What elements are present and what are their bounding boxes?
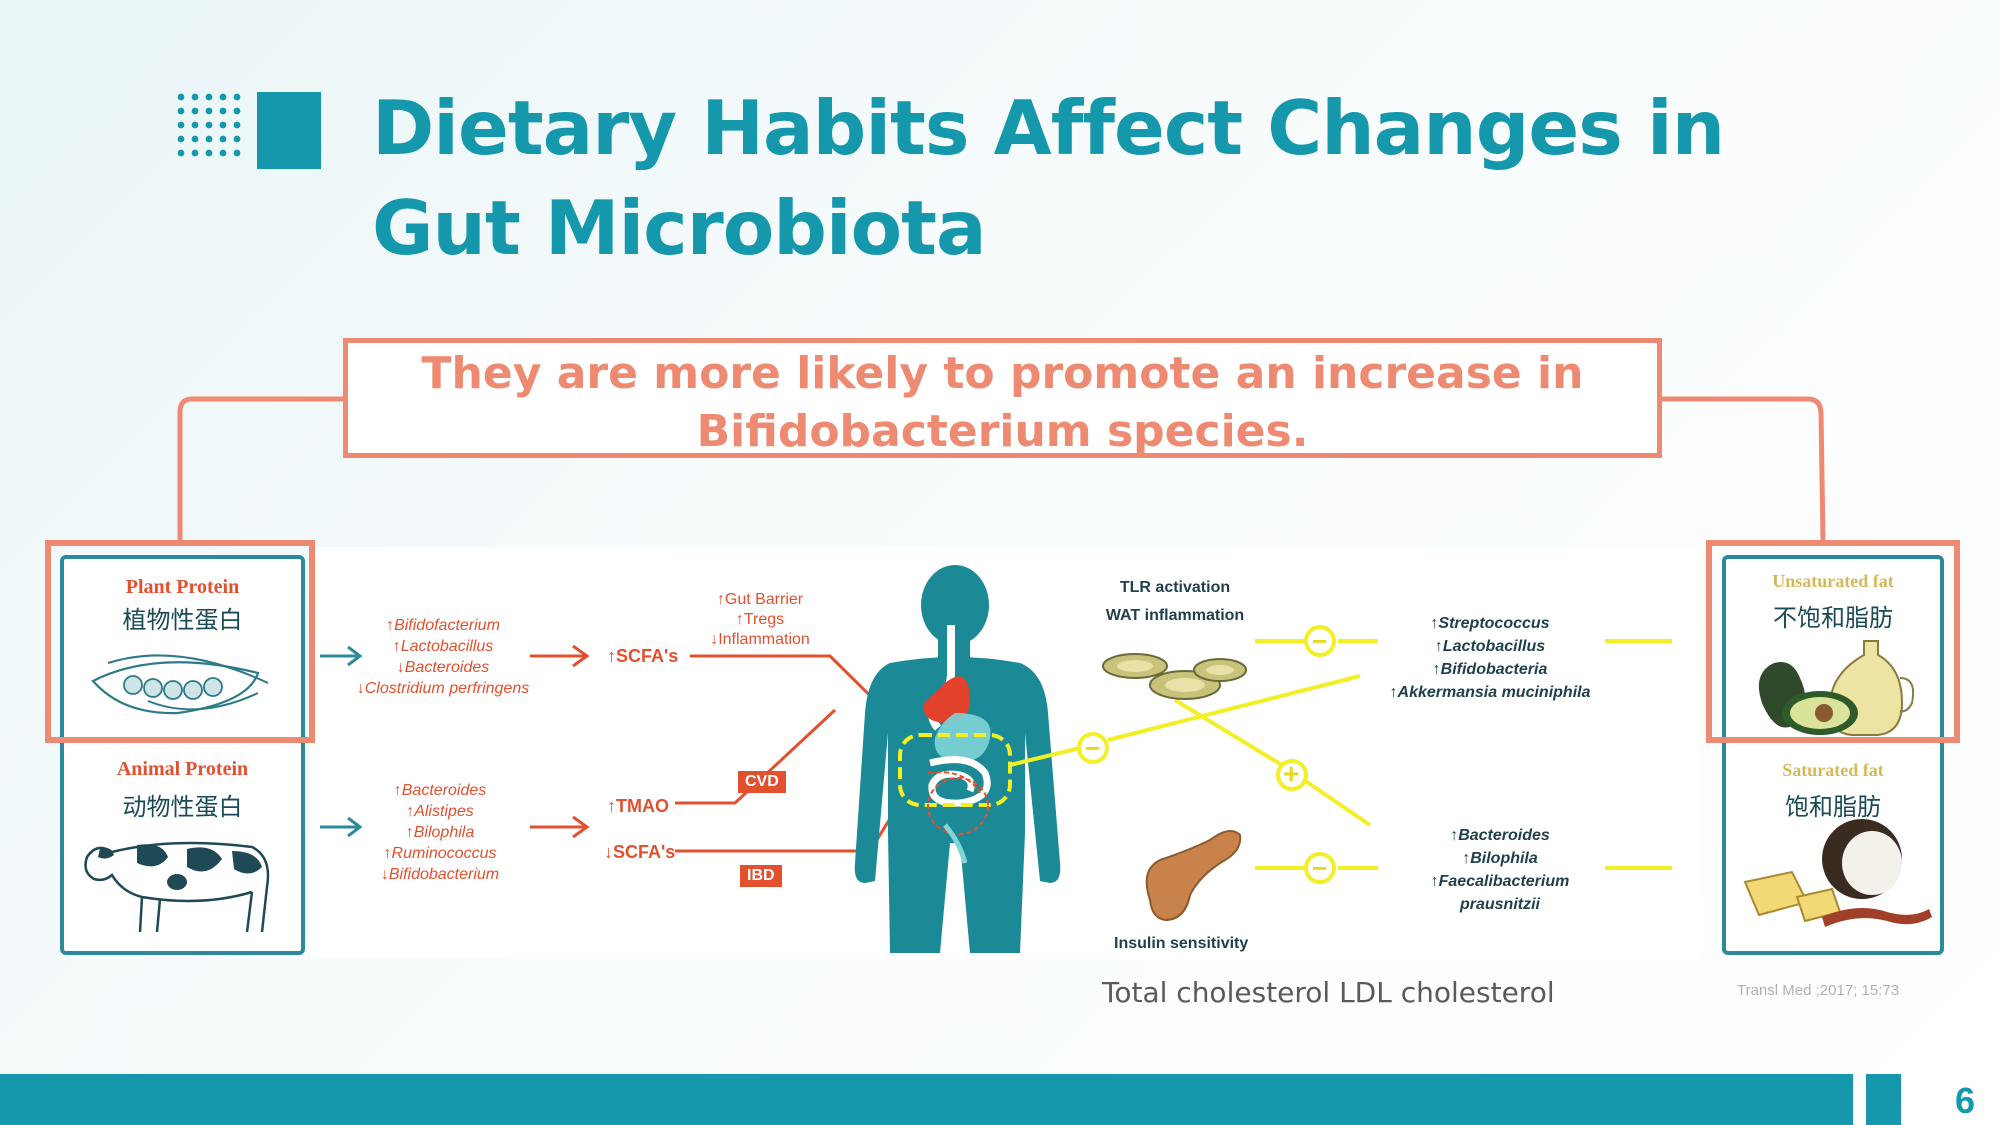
plant-protein-label: Plant Protein (125, 576, 240, 598)
plant-protein-section: Plant Protein 植物性蛋白 (60, 568, 305, 738)
barrier-effect-item: ↓Inflammation (710, 631, 810, 648)
callout-line1: They are more likely to promote an incre… (421, 348, 1584, 399)
unsaturated-fat-label: Unsaturated fat (1772, 571, 1894, 591)
barrier-effects-list: ↑Gut Barrier ↑Tregs ↓Inflammation (680, 590, 840, 650)
pea-pod-icon (91, 654, 269, 715)
saturated-fat-section: Saturated fat 饱和脂肪 (1722, 745, 1944, 950)
sat-effect-item: ↑Faecalibacterium (1430, 873, 1570, 890)
wat-inflammation-label: WAT inflammation (1105, 607, 1245, 624)
plant-effect-item: ↓Clostridium perfringens (356, 680, 530, 697)
slide-title-line1: Dietary Habits Affect Changes in (372, 84, 1725, 172)
minus-sign-circle (1304, 852, 1336, 884)
slide-title-line2: Gut Microbiota (372, 184, 987, 272)
sat-effect-item: ↑Bacteroides (1450, 827, 1550, 844)
plant-effects-list: ↑Bifidofacterium ↑Lactobacillus ↓Bactero… (338, 615, 548, 699)
coconut-butter-icon (1743, 819, 1932, 927)
unsaturated-fat-effects: ↑Streptococcus ↑Lactobacillus ↑Bifidobac… (1375, 612, 1605, 704)
footer-bar (0, 1074, 1853, 1125)
animal-effect-item: ↑Bacteroides (393, 782, 487, 799)
minus-sign-circle (1077, 732, 1109, 764)
minus-sign-circle (1304, 625, 1336, 657)
barrier-effect-item: ↑Tregs (735, 611, 785, 628)
animal-protein-label: Animal Protein (116, 758, 249, 780)
title-accent-square (257, 92, 321, 169)
unsaturated-fat-label-zh: 不饱和脂肪 (1773, 604, 1893, 632)
plant-protein-label-zh: 植物性蛋白 (122, 606, 243, 634)
animal-protein-section: Animal Protein 动物性蛋白 (60, 745, 305, 950)
animal-protein-label-zh: 动物性蛋白 (122, 793, 243, 821)
unsaturated-fat-highlight (1706, 540, 1960, 743)
tmao-label: ↑TMAO (607, 796, 669, 816)
animal-effect-item: ↑Alistipes (406, 803, 474, 820)
avocado-oil-icon (1758, 640, 1915, 736)
citation: Transl Med ;2017; 15:73 (1737, 982, 1900, 999)
plus-sign-circle (1276, 759, 1308, 791)
minus-sign: − (1312, 626, 1328, 656)
footer-bar-accent (1866, 1074, 1901, 1125)
plant-effect-item: ↑Lactobacillus (392, 638, 494, 655)
cholesterol-caption: Total cholesterol LDL cholesterol (1102, 976, 1555, 1009)
scfa-up-label: ↑SCFA's (607, 646, 679, 666)
unsaturated-fat-section: Unsaturated fat 不饱和脂肪 (1722, 568, 1944, 738)
saturated-fat-effects: ↑Bacteroides ↑Bilophila ↑Faecalibacteriu… (1390, 824, 1610, 916)
plant-protein-highlight (45, 540, 315, 743)
tlr-labels: TLR activation WAT inflammation (1090, 574, 1260, 630)
cow-icon (84, 841, 270, 933)
adipose-tissue-icon (1102, 653, 1247, 700)
sat-effect-item: prausnitzii (1459, 896, 1540, 913)
callout-box: They are more likely to promote an incre… (343, 338, 1662, 458)
saturated-fat-label: Saturated fat (1782, 760, 1884, 780)
ibd-badge: IBD (740, 865, 782, 887)
unsat-effect-item: ↑Bifidobacteria (1432, 661, 1548, 678)
plus-sign: + (1283, 758, 1300, 789)
saturated-fat-label-zh: 饱和脂肪 (1785, 793, 1881, 821)
animal-effect-item: ↓Bifidobacterium (380, 866, 500, 883)
dot-grid-decoration (177, 93, 241, 157)
cvd-badge: CVD (738, 771, 786, 793)
tlr-activation-label: TLR activation (1119, 579, 1231, 596)
callout-line2: Bifidobacterium species. (696, 406, 1309, 457)
animal-effect-item: ↑Ruminococcus (383, 845, 497, 862)
insulin-sensitivity-label: Insulin sensitivity (1114, 935, 1249, 952)
minus-sign: − (1312, 853, 1328, 883)
animal-effect-item: ↑Bilophila (405, 824, 475, 841)
plant-effect-item: ↑Bifidofacterium (386, 617, 500, 634)
minus-sign: − (1085, 733, 1101, 763)
sat-effect-item: ↑Bilophila (1462, 850, 1538, 867)
page-number: 6 (1955, 1080, 1976, 1121)
pancreas-icon (1145, 830, 1242, 922)
unsat-effect-item: ↑Lactobacillus (1434, 638, 1546, 655)
unsat-effect-item: ↑Streptococcus (1430, 615, 1550, 632)
animal-effects-list: ↑Bacteroides ↑Alistipes ↑Bilophila ↑Rumi… (345, 780, 535, 885)
scfa-down-label: ↓SCFA's (604, 842, 676, 862)
barrier-effect-item: ↑Gut Barrier (716, 591, 804, 608)
human-body-illustration (854, 565, 1061, 953)
unsat-effect-item: ↑Akkermansia muciniphila (1389, 684, 1591, 701)
plant-effect-item: ↓Bacteroides (396, 659, 490, 676)
